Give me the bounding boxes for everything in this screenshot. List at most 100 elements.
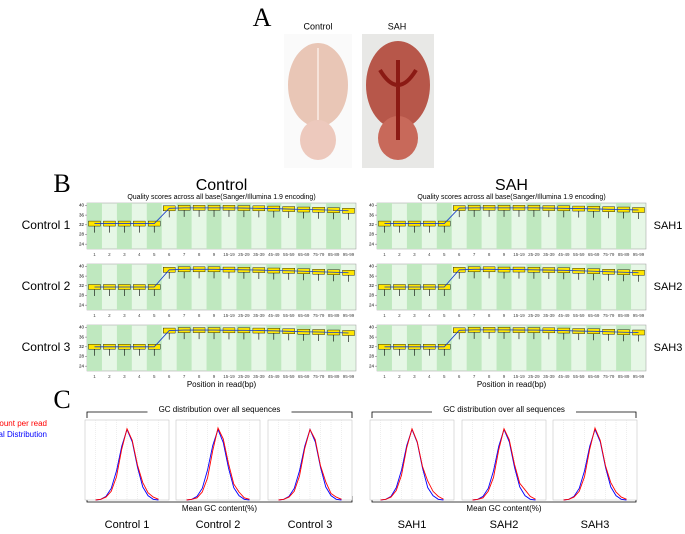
band — [556, 325, 572, 371]
y-tick-label: 40 — [369, 203, 375, 208]
y-tick-label: 28 — [369, 354, 375, 359]
y-tick-label: 36 — [369, 334, 375, 339]
band — [616, 325, 632, 371]
x-tick-label: 9 — [503, 313, 506, 318]
x-tick-label: 35-39 — [253, 313, 265, 318]
x-tick-label: 65-69 — [588, 313, 600, 318]
x-tick-label: 75-79 — [603, 374, 615, 379]
y-tick-label: 28 — [369, 232, 375, 237]
x-tick-label: 7 — [183, 374, 186, 379]
band — [206, 325, 222, 371]
y-tick-label: 36 — [79, 212, 85, 217]
y-tick-label: 32 — [369, 344, 375, 349]
control-brain-photo — [284, 34, 352, 168]
y-tick-label: 36 — [369, 212, 375, 217]
row-label: SAH2 — [654, 281, 683, 293]
gc-count-line — [472, 427, 536, 501]
x-tick-label: 9 — [213, 313, 216, 318]
plot-label: Control 3 — [288, 519, 333, 531]
x-tick-label: 4 — [138, 374, 141, 379]
x-tick-label: 45-49 — [558, 374, 570, 379]
x-tick-label: 35-39 — [253, 374, 265, 379]
band — [496, 325, 512, 371]
x-tick-label: 4 — [428, 252, 431, 257]
x-tick-label: 75-79 — [313, 313, 325, 318]
x-tick-label: 15-19 — [513, 374, 525, 379]
title-bg — [147, 405, 292, 415]
band — [236, 264, 252, 310]
mean-line — [384, 207, 639, 224]
column-title: SAH — [495, 177, 528, 194]
y-tick-label: 40 — [79, 325, 85, 330]
band — [236, 203, 252, 249]
x-tick-label: 4 — [138, 252, 141, 257]
band — [266, 203, 282, 249]
x-tick-label: 6 — [458, 252, 461, 257]
y-tick-label: 32 — [79, 283, 85, 288]
column-title: Control — [196, 177, 248, 194]
y-tick-label: 32 — [369, 283, 375, 288]
x-tick-label: 15-19 — [223, 313, 235, 318]
band — [206, 203, 222, 249]
mean-line — [384, 329, 639, 348]
x-tick-label: 45-49 — [268, 313, 280, 318]
y-tick-label: 24 — [369, 302, 375, 307]
x-tick-label: 8 — [488, 374, 491, 379]
band — [326, 203, 342, 249]
x-tick-label: 95-99 — [633, 313, 645, 318]
x-tick-label: 1 — [383, 252, 386, 257]
x-tick-label: 85-89 — [328, 252, 340, 257]
x-tick-label: 55-59 — [283, 374, 295, 379]
x-tick-label: 5 — [153, 313, 156, 318]
legend-entry: GC count per read — [0, 419, 47, 428]
y-tick-label: 32 — [369, 222, 375, 227]
band — [526, 203, 542, 249]
x-tick-label: 55-59 — [573, 313, 585, 318]
x-tick-label: 25-29 — [238, 374, 250, 379]
y-tick-label: 36 — [369, 273, 375, 278]
x-tick-label: 25-29 — [238, 313, 250, 318]
x-tick-label: 65-69 — [298, 252, 310, 257]
x-tick-label: 8 — [198, 313, 201, 318]
y-tick-label: 28 — [79, 293, 85, 298]
x-tick-label: 45-49 — [558, 252, 570, 257]
x-tick-label: 95-99 — [633, 252, 645, 257]
band — [176, 264, 192, 310]
x-tick-label: 7 — [473, 374, 476, 379]
x-tick-label: 65-69 — [588, 252, 600, 257]
y-tick-label: 24 — [369, 363, 375, 368]
x-tick-label: 7 — [183, 313, 186, 318]
band — [466, 264, 482, 310]
band — [296, 264, 312, 310]
x-tick-label: 5 — [443, 252, 446, 257]
x-tick-label: 9 — [503, 374, 506, 379]
x-tick-label: 85-89 — [328, 313, 340, 318]
x-tick-label: 5 — [153, 374, 156, 379]
band — [326, 264, 342, 310]
plot-title: Quality scores across all base(Sanger/Il… — [127, 194, 315, 201]
band — [496, 264, 512, 310]
x-tick-label: 9 — [213, 252, 216, 257]
row-label: Control 2 — [22, 279, 71, 293]
band — [616, 264, 632, 310]
row-label: SAH1 — [654, 220, 683, 232]
x-tick-label: 75-79 — [603, 252, 615, 257]
y-tick-label: 24 — [79, 241, 85, 246]
plot-label: SAH1 — [398, 519, 427, 531]
x-tick-label: 6 — [458, 313, 461, 318]
x-tick-label: 85-89 — [328, 374, 340, 379]
x-tick-label: 15-19 — [223, 374, 235, 379]
panel-label: A — [253, 3, 272, 32]
x-tick-label: 6 — [458, 374, 461, 379]
x-tick-label: 95-99 — [633, 374, 645, 379]
gc-count-line — [278, 428, 342, 501]
x-tick-label: 9 — [503, 252, 506, 257]
x-tick-label: 35-39 — [543, 374, 555, 379]
x-tick-label: 75-79 — [313, 252, 325, 257]
row-label: Control 3 — [22, 340, 71, 354]
chart-title: GC distribution over all sequences — [443, 405, 565, 414]
y-tick-label: 28 — [369, 293, 375, 298]
x-tick-label: 5 — [443, 374, 446, 379]
band — [526, 264, 542, 310]
band — [586, 264, 602, 310]
